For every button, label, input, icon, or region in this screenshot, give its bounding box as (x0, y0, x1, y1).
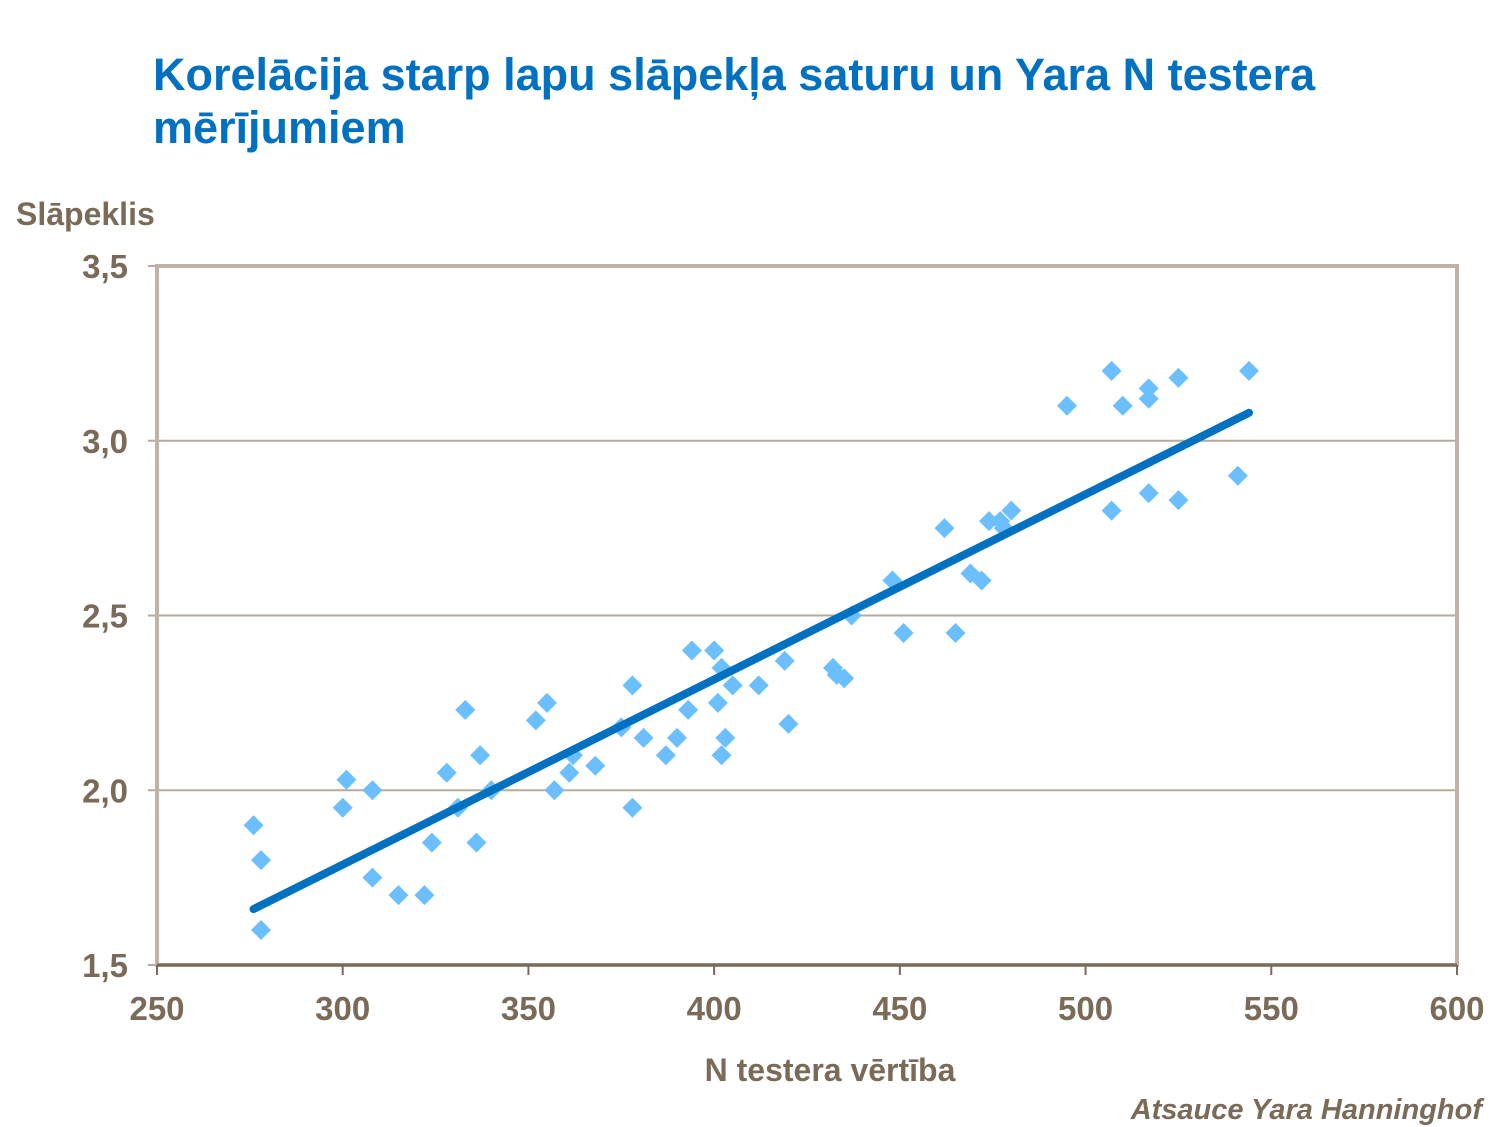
data-point-diamond-icon (585, 755, 606, 776)
data-point-diamond-icon (704, 640, 725, 661)
data-point-diamond-icon (681, 640, 702, 661)
data-point-diamond-icon (1168, 490, 1189, 511)
x-tick-label: 500 (1058, 990, 1113, 1027)
data-point-diamond-icon (1138, 388, 1159, 409)
data-point-diamond-icon (436, 762, 457, 783)
data-point-diamond-icon (243, 815, 264, 836)
data-point-diamond-icon (945, 622, 966, 643)
data-point-diamond-icon (622, 675, 643, 696)
y-tick-label: 1,5 (82, 947, 128, 984)
data-point-diamond-icon (1057, 395, 1077, 416)
data-point-diamond-icon (1101, 500, 1122, 521)
data-point-diamond-icon (251, 920, 271, 941)
data-point-diamond-icon (455, 699, 476, 720)
x-tick-label: 400 (687, 990, 742, 1027)
data-point-diamond-icon (362, 867, 383, 888)
data-point-diamond-icon (1168, 367, 1189, 388)
data-point-diamond-icon (774, 650, 795, 671)
y-tick-label: 2,5 (82, 598, 128, 635)
data-point-diamond-icon (622, 797, 643, 818)
data-point-diamond-icon (934, 518, 955, 539)
data-point-diamond-icon (421, 832, 442, 853)
x-axis-label: N testera vērtība (704, 1052, 956, 1088)
data-point-diamond-icon (251, 850, 271, 871)
data-point-diamond-icon (466, 832, 487, 853)
data-point-diamond-icon (1138, 378, 1159, 399)
data-point-diamond-icon (544, 780, 565, 801)
data-point-diamond-icon (388, 885, 409, 906)
data-point-diamond-icon (655, 745, 676, 766)
data-point-diamond-icon (470, 745, 491, 766)
data-points (243, 360, 1259, 941)
x-tick-label: 600 (1429, 990, 1484, 1027)
plot-frame (155, 264, 1459, 967)
x-tick-label: 450 (872, 990, 927, 1027)
data-point-diamond-icon (559, 762, 580, 783)
data-point-diamond-icon (332, 797, 353, 818)
trend-line (249, 408, 1253, 914)
data-point-diamond-icon (537, 692, 557, 713)
data-point-diamond-icon (667, 727, 687, 748)
data-point-diamond-icon (1112, 395, 1133, 416)
data-point-diamond-icon (748, 675, 769, 696)
data-point-diamond-icon (722, 675, 743, 696)
data-point-diamond-icon (1227, 465, 1248, 486)
chart-title: Korelācija starp lapu slāpekļa saturu un… (153, 49, 1316, 153)
y-tick-label: 3,5 (82, 248, 128, 285)
x-tick-label: 250 (129, 990, 184, 1027)
source-note: Atsauce Yara Hanninghof (1130, 1094, 1482, 1126)
data-point-diamond-icon (778, 713, 799, 734)
data-point-diamond-icon (893, 622, 914, 643)
trend-line (249, 408, 1253, 914)
data-point-diamond-icon (715, 727, 736, 748)
data-point-diamond-icon (678, 699, 699, 720)
data-point-diamond-icon (1101, 360, 1122, 381)
data-point-diamond-icon (414, 885, 435, 906)
x-axis: 250 300 350 400 450 500 550 600 (129, 965, 1485, 1027)
data-point-diamond-icon (971, 570, 992, 591)
x-tick-label: 350 (501, 990, 556, 1027)
data-point-diamond-icon (1138, 483, 1159, 504)
y-tick-label: 2,0 (82, 772, 128, 809)
data-point-diamond-icon (633, 727, 654, 748)
data-point-diamond-icon (834, 668, 855, 689)
data-point-diamond-icon (1001, 500, 1022, 521)
data-point-diamond-icon (525, 710, 546, 731)
x-tick-label: 300 (315, 990, 370, 1027)
data-point-diamond-icon (362, 780, 383, 801)
data-point-diamond-icon (711, 745, 732, 766)
y-axis-label: Slāpeklis (16, 196, 155, 232)
y-tick-label: 3,0 (82, 423, 128, 460)
data-point-diamond-icon (336, 769, 357, 790)
data-point-diamond-icon (979, 511, 999, 532)
data-point-diamond-icon (707, 692, 728, 713)
x-tick-label: 550 (1244, 990, 1299, 1027)
data-point-diamond-icon (1239, 360, 1259, 381)
y-axis: 1,5 2,0 2,5 3,0 3,5 (82, 248, 128, 984)
